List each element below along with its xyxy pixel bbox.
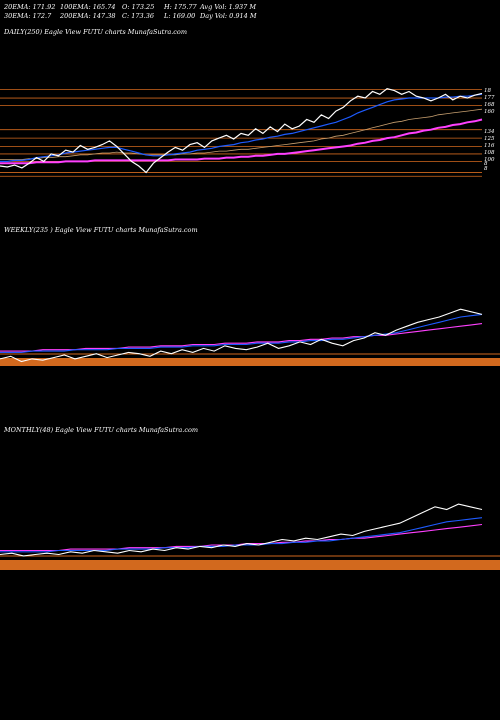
header-avg-vol: Avg Vol: 1.937 M — [200, 3, 257, 11]
weekly-ema-short-line — [0, 313, 483, 353]
header-open: O: 173.25 — [122, 3, 155, 11]
daily-axis-label: 108 — [484, 150, 495, 156]
header-low: L: 169.00 — [164, 12, 196, 20]
daily-price-line — [0, 88, 483, 174]
header-high: H: 175.77 — [164, 3, 197, 11]
monthly-volume-band — [0, 560, 500, 570]
daily-axis-label: 168 — [484, 102, 495, 108]
daily-axis-label: 116 — [484, 143, 495, 149]
daily-axis-label: 18 — [484, 88, 491, 94]
header-ema20: 20EMA: 171.92 — [4, 3, 56, 11]
monthly-ema-short-line — [0, 517, 483, 553]
daily-axis-label: 8 — [484, 166, 488, 172]
daily-panel-label: DAILY(250) Eagle View FUTU charts Munafa… — [4, 28, 188, 36]
weekly-price-line — [0, 308, 483, 363]
daily-axis-label: 100 — [484, 157, 495, 163]
monthly-ema-long-line — [0, 523, 483, 552]
daily-axis-label: 125 — [484, 136, 495, 142]
weekly-volume-band — [0, 358, 500, 366]
weekly-panel-label: WEEKLY(235 ) Eagle View FUTU charts Muna… — [4, 226, 198, 234]
daily-axis-label: 134 — [484, 129, 495, 135]
daily-ema-mid-line — [0, 108, 483, 160]
monthly-price-line — [0, 503, 483, 557]
header-ema30: 30EMA: 172.7 — [4, 12, 52, 20]
monthly-panel-label: MONTHLY(48) Eagle View FUTU charts Munaf… — [4, 426, 199, 434]
weekly-ema-long-line — [0, 323, 483, 352]
daily-ema-short-line — [0, 93, 483, 162]
header-ema100: 100EMA: 165.74 — [60, 3, 116, 11]
daily-axis-label: 160 — [484, 109, 495, 115]
daily-axis-label: 177 — [484, 95, 495, 101]
header-close: C: 173.36 — [122, 12, 154, 20]
header-ema200: 200EMA: 147.38 — [60, 12, 116, 20]
daily-axis-label: 8 — [484, 161, 488, 167]
daily-ema-long-line — [0, 118, 483, 165]
header-day-vol: Day Vol: 0.914 M — [200, 12, 257, 20]
